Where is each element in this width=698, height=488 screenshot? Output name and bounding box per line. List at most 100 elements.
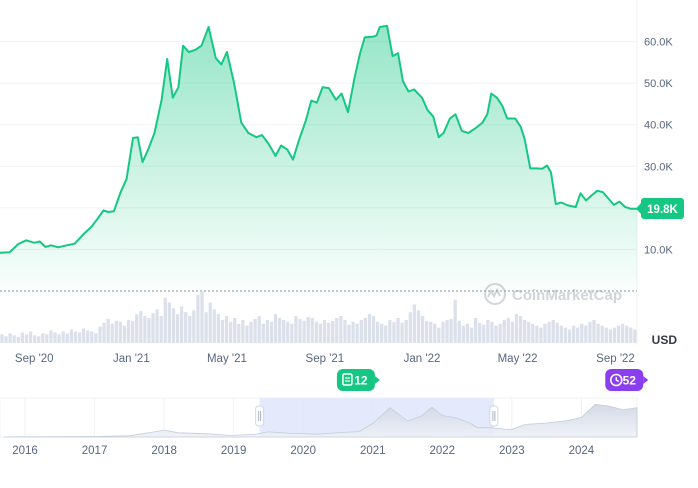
volume-bar [106,318,110,343]
volume-bars [0,291,637,343]
volume-bar [420,316,425,343]
volume-bar [159,316,163,343]
volume-bar [126,319,131,343]
volume-bar [331,320,335,343]
y-tick-label: 40.0K [644,120,673,132]
volume-bar [604,327,608,343]
volume-bar [608,329,612,343]
volume-bar [441,321,445,343]
navigator-handle[interactable] [489,405,499,427]
volume-bar [449,318,453,343]
volume-bar [212,309,216,343]
volume-bar [24,334,29,343]
x-tick-label: Jan '21 [113,353,150,365]
volume-bar [518,316,523,343]
price-line [0,24,637,254]
volume-bar [135,314,139,343]
volume-bar [571,325,576,343]
volume-bar [424,320,429,343]
volume-bar [335,317,339,343]
volume-bar [94,333,98,343]
volume-bar [167,302,171,343]
volume-bar [228,321,233,343]
volume-bar [61,331,65,343]
volume-bar [616,325,621,343]
x-tick-label: Sep '20 [15,353,54,365]
navigator-year-label: 2022 [429,445,455,457]
volume-bar [478,322,482,343]
volume-bar [273,314,278,343]
x-tick-label: Jan '22 [404,353,441,365]
event-markers: 12 52 [336,369,649,391]
volume-bar [429,321,433,343]
navigator-year-label: 2024 [569,445,595,457]
volume-bar [457,320,461,343]
volume-bar [294,316,298,343]
volume-bar [28,331,33,343]
volume-bar [343,319,347,343]
volume-bar [322,319,327,343]
event-marker-pointer [643,376,649,384]
volume-bar [77,332,82,343]
volume-bar [192,310,196,343]
volume-bar [392,321,396,343]
volume-bar [531,323,535,343]
volume-bar [12,335,16,343]
volume-bar [584,325,588,343]
navigator-year-label: 2020 [290,445,316,457]
volume-bar [375,321,380,343]
volume-bar [437,327,441,343]
volume-bar [404,319,408,343]
volume-bar [253,318,257,343]
volume-bar [196,294,200,343]
volume-bar [257,316,261,343]
volume-bar [588,321,592,343]
volume-bar [412,304,416,343]
volume-bar [0,334,4,343]
volume-bar [139,311,143,343]
volume-bar [408,312,412,343]
currency-label: USD [652,333,678,347]
navigator-year-label: 2019 [221,445,247,457]
volume-bar [16,337,20,343]
volume-bar [32,335,37,343]
volume-bar [473,317,478,343]
volume-bar [510,321,514,343]
volume-bar [245,325,249,343]
volume-bar [151,313,155,343]
range-navigator[interactable]: 2016 2017 2018 2019 2020 2021 2022 2023 2024 [0,397,638,457]
volume-bar [469,327,474,343]
volume-bar [237,323,241,343]
volume-bar [596,323,600,343]
volume-bar [118,321,122,343]
x-tick-label: Sep '21 [306,353,345,365]
volume-bar [592,319,596,343]
volume-bar [45,334,49,343]
volume-bar [286,321,290,343]
volume-bar [576,327,580,343]
volume-bar [188,316,192,343]
volume-bar [8,333,12,343]
volume-bar [629,327,633,343]
volume-bar [384,325,388,343]
volume-bar [465,323,470,343]
volume-bar [310,317,314,343]
volume-bar [224,316,229,343]
volume-bar [220,319,225,343]
volume-bar [563,327,568,343]
volume-bar [265,319,269,343]
volume-bar [326,322,331,343]
volume-bar [73,331,78,343]
volume-bar [567,329,572,343]
volume-bar [339,316,343,343]
event-marker[interactable]: 12 [336,369,380,391]
y-tick-label: 30.0K [644,161,673,173]
volume-bar [396,317,400,343]
navigator-handle[interactable] [255,405,265,427]
event-marker[interactable]: 52 [605,369,649,391]
volume-bar [4,336,8,343]
watermark: CoinMarketCap [484,283,622,305]
volume-bar [539,327,543,343]
